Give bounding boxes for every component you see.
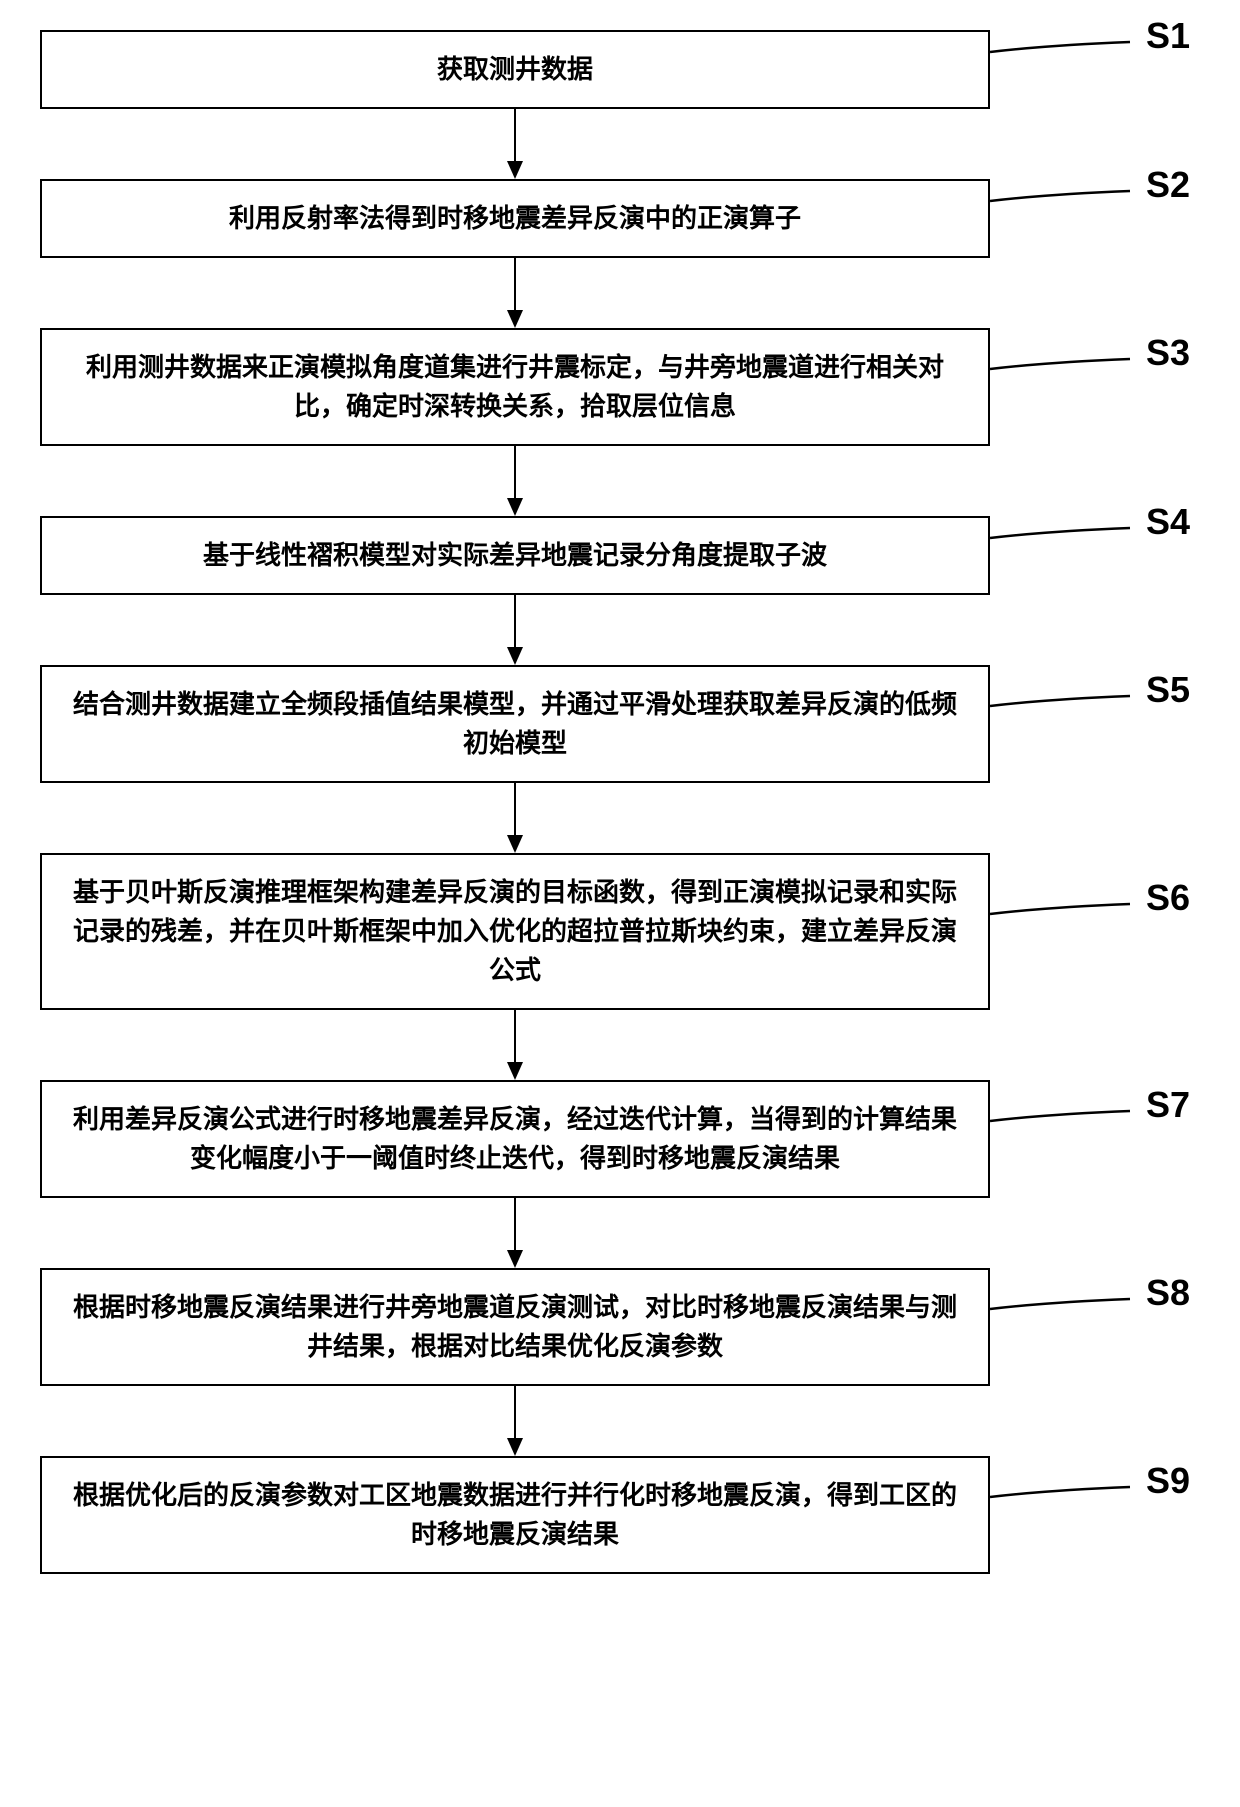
label-connector: S2 (990, 189, 1190, 249)
label-connector: S6 (990, 902, 1190, 962)
step-box-s8: 根据时移地震反演结果进行井旁地震道反演测试，对比时移地震反演结果与测井结果，根据… (40, 1268, 990, 1386)
step-text: 获取测井数据 (437, 50, 593, 89)
step-text: 利用反射率法得到时移地震差异反演中的正演算子 (229, 199, 801, 238)
label-connector: S5 (990, 694, 1190, 754)
step-text: 利用测井数据来正演模拟角度道集进行井震标定，与井旁地震道进行相关对比，确定时深转… (62, 348, 968, 426)
step-text: 基于线性褶积模型对实际差异地震记录分角度提取子波 (203, 536, 827, 575)
label-connector: S8 (990, 1297, 1190, 1357)
step-text: 基于贝叶斯反演推理框架构建差异反演的目标函数，得到正演模拟记录和实际记录的残差，… (62, 873, 968, 990)
step-row: 根据优化后的反演参数对工区地震数据进行并行化时移地震反演，得到工区的时移地震反演… (40, 1456, 1200, 1574)
arrow-down (40, 1386, 990, 1456)
step-box-s4: 基于线性褶积模型对实际差异地震记录分角度提取子波 (40, 516, 990, 595)
label-connector: S7 (990, 1109, 1190, 1169)
step-box-s3: 利用测井数据来正演模拟角度道集进行井震标定，与井旁地震道进行相关对比，确定时深转… (40, 328, 990, 446)
step-row: 结合测井数据建立全频段插值结果模型，并通过平滑处理获取差异反演的低频初始模型 S… (40, 665, 1200, 783)
step-box-s9: 根据优化后的反演参数对工区地震数据进行并行化时移地震反演，得到工区的时移地震反演… (40, 1456, 990, 1574)
step-row: 根据时移地震反演结果进行井旁地震道反演测试，对比时移地震反演结果与测井结果，根据… (40, 1268, 1200, 1386)
step-row: 基于线性褶积模型对实际差异地震记录分角度提取子波 S4 (40, 516, 1200, 595)
step-box-s7: 利用差异反演公式进行时移地震差异反演，经过迭代计算，当得到的计算结果变化幅度小于… (40, 1080, 990, 1198)
label-connector: S9 (990, 1485, 1190, 1545)
step-box-s2: 利用反射率法得到时移地震差异反演中的正演算子 (40, 179, 990, 258)
arrow-down (40, 446, 990, 516)
step-label: S7 (1146, 1084, 1190, 1126)
step-label: S2 (1146, 164, 1190, 206)
step-label: S5 (1146, 669, 1190, 711)
step-label: S9 (1146, 1460, 1190, 1502)
step-box-s5: 结合测井数据建立全频段插值结果模型，并通过平滑处理获取差异反演的低频初始模型 (40, 665, 990, 783)
step-text: 利用差异反演公式进行时移地震差异反演，经过迭代计算，当得到的计算结果变化幅度小于… (62, 1100, 968, 1178)
step-row: 利用测井数据来正演模拟角度道集进行井震标定，与井旁地震道进行相关对比，确定时深转… (40, 328, 1200, 446)
step-label: S8 (1146, 1272, 1190, 1314)
arrow-down (40, 109, 990, 179)
step-box-s1: 获取测井数据 (40, 30, 990, 109)
step-text: 结合测井数据建立全频段插值结果模型，并通过平滑处理获取差异反演的低频初始模型 (62, 685, 968, 763)
step-box-s6: 基于贝叶斯反演推理框架构建差异反演的目标函数，得到正演模拟记录和实际记录的残差，… (40, 853, 990, 1010)
arrow-down (40, 1010, 990, 1080)
arrow-down (40, 1198, 990, 1268)
arrow-down (40, 783, 990, 853)
flowchart-container: 获取测井数据 S1 利用反射率法得到时移地震差异反演中的正演算子 S2 利用测井… (40, 30, 1200, 1574)
arrow-down (40, 595, 990, 665)
step-row: 利用反射率法得到时移地震差异反演中的正演算子 S2 (40, 179, 1200, 258)
label-connector: S4 (990, 526, 1190, 586)
label-connector: S1 (990, 40, 1190, 100)
step-label: S6 (1146, 877, 1190, 919)
step-row: 获取测井数据 S1 (40, 30, 1200, 109)
step-label: S1 (1146, 15, 1190, 57)
label-connector: S3 (990, 357, 1190, 417)
step-label: S3 (1146, 332, 1190, 374)
step-row: 利用差异反演公式进行时移地震差异反演，经过迭代计算，当得到的计算结果变化幅度小于… (40, 1080, 1200, 1198)
step-label: S4 (1146, 501, 1190, 543)
step-text: 根据优化后的反演参数对工区地震数据进行并行化时移地震反演，得到工区的时移地震反演… (62, 1476, 968, 1554)
step-text: 根据时移地震反演结果进行井旁地震道反演测试，对比时移地震反演结果与测井结果，根据… (62, 1288, 968, 1366)
arrow-down (40, 258, 990, 328)
step-row: 基于贝叶斯反演推理框架构建差异反演的目标函数，得到正演模拟记录和实际记录的残差，… (40, 853, 1200, 1010)
